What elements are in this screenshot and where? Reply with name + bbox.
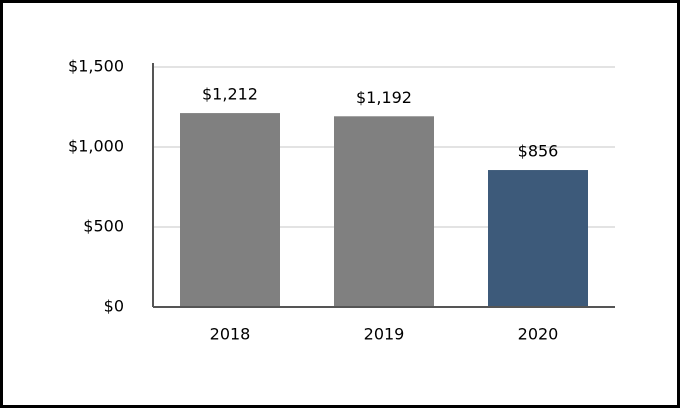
- y-tick-label: $1,500: [68, 57, 124, 76]
- x-tick-label: 2019: [364, 325, 405, 344]
- bar: [488, 170, 588, 307]
- y-tick-label: $500: [83, 217, 124, 236]
- y-tick-label: $1,000: [68, 137, 124, 156]
- data-label: $1,212: [202, 85, 258, 104]
- data-label: $1,192: [356, 88, 412, 107]
- x-tick-label: 2020: [518, 325, 559, 344]
- data-label: $856: [518, 142, 559, 161]
- bar: [180, 113, 280, 307]
- bar: [334, 116, 434, 307]
- x-tick-label: 2018: [210, 325, 251, 344]
- y-tick-label: $0: [104, 297, 124, 316]
